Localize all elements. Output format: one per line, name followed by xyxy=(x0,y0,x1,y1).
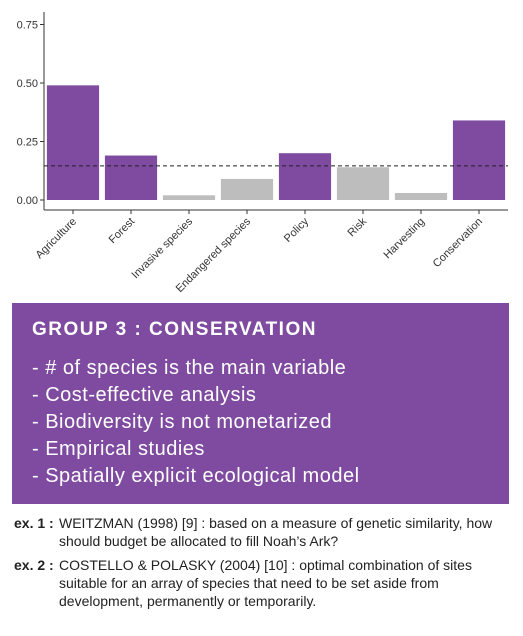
example-text: optimal combination of sites suitable fo… xyxy=(59,557,472,609)
bar-endangered-species xyxy=(220,178,274,200)
panel-title: GROUP 3 : CONSERVATION xyxy=(32,319,317,340)
bar-chart: 0.00 0.25 0.50 0.75 Agriculture ForestInvasi… xyxy=(17,12,508,295)
bar-forest xyxy=(104,155,158,200)
bar-policy xyxy=(278,153,332,200)
panel-list-item: - Cost-effective analysis xyxy=(32,384,257,406)
bar-conservation xyxy=(452,120,506,200)
x-tick-label: Risk xyxy=(346,215,370,239)
example-author: WEITZMAN (1998) [9] : xyxy=(59,515,206,531)
x-tick-label: Invasive species xyxy=(130,215,196,281)
y-tick-label: 0.00 xyxy=(17,195,38,207)
x-tick-label: Forest xyxy=(107,216,138,247)
x-tick-label: Conservation xyxy=(431,216,485,270)
panel-list: - # of species is the main variable - Co… xyxy=(32,355,360,490)
panel-list-item: - Spatially explicit ecological model xyxy=(32,465,360,487)
panel-list-item: - Empirical studies xyxy=(32,438,205,460)
examples: ex. 1 : WEITZMAN (1998) [9] : based on a… xyxy=(14,514,514,616)
panel-list-item: - Biodiversity is not monetarized xyxy=(32,411,332,433)
example-author: COSTELLO & POLASKY (2004) [10] : xyxy=(59,557,296,573)
example-label: ex. 1 : xyxy=(14,515,54,531)
example-2: ex. 2 : COSTELLO & POLASKY (2004) [10] :… xyxy=(14,556,514,610)
y-tick-label: 0.25 xyxy=(17,137,38,149)
y-tick-label: 0.50 xyxy=(17,78,38,90)
y-axis: 0.00 0.25 0.50 0.75 xyxy=(17,12,508,211)
y-tick-label: 0.75 xyxy=(17,20,38,32)
bar-harvesting xyxy=(394,192,448,200)
example-1: ex. 1 : WEITZMAN (1998) [9] : based on a… xyxy=(14,514,514,550)
example-label: ex. 2 : xyxy=(14,557,54,573)
group-panel: GROUP 3 : CONSERVATION - # of species is… xyxy=(12,303,509,504)
bars xyxy=(46,85,506,200)
bar-risk xyxy=(336,167,390,200)
panel-list-item: - # of species is the main variable xyxy=(32,357,347,379)
example-text: based on a measure of genetic similarity… xyxy=(59,515,493,549)
bar-invasive-species xyxy=(162,195,216,200)
bar-agriculture xyxy=(46,85,100,200)
x-tick-label: Policy xyxy=(282,215,312,245)
x-tick-label: Harvesting xyxy=(381,216,427,262)
x-tick-label: Agriculture xyxy=(33,216,79,262)
